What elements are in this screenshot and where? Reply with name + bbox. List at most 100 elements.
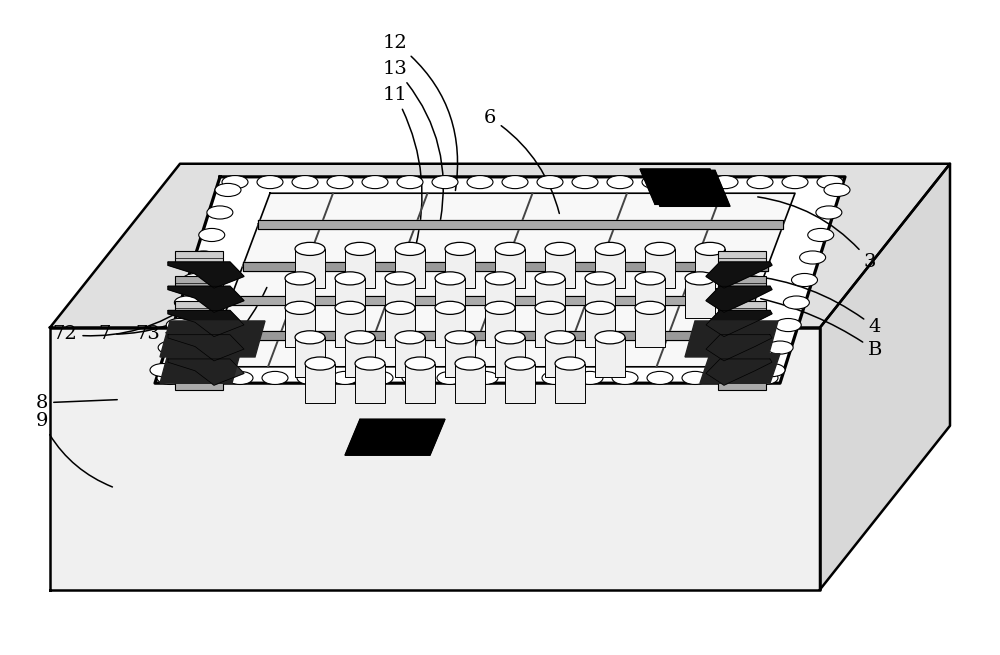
Polygon shape	[645, 170, 730, 206]
Bar	[295, 249, 325, 288]
Ellipse shape	[577, 371, 603, 384]
Text: 7: 7	[99, 309, 203, 343]
Bar	[485, 308, 515, 347]
Ellipse shape	[555, 357, 585, 370]
Bar	[455, 364, 485, 403]
Ellipse shape	[535, 272, 565, 285]
Bar	[345, 337, 375, 377]
Ellipse shape	[677, 176, 703, 189]
Ellipse shape	[545, 331, 575, 344]
Bar	[545, 249, 575, 288]
Bar	[385, 278, 415, 318]
Ellipse shape	[485, 301, 515, 314]
Ellipse shape	[545, 242, 575, 255]
Polygon shape	[345, 419, 445, 455]
Bar	[355, 364, 385, 403]
Polygon shape	[160, 321, 265, 357]
Ellipse shape	[191, 251, 217, 264]
Polygon shape	[706, 262, 772, 288]
Polygon shape	[258, 220, 783, 229]
Ellipse shape	[295, 242, 325, 255]
Bar	[718, 276, 766, 290]
Ellipse shape	[647, 371, 673, 384]
Polygon shape	[706, 286, 772, 312]
Polygon shape	[168, 359, 244, 385]
Ellipse shape	[292, 176, 318, 189]
Ellipse shape	[435, 301, 465, 314]
Text: 4: 4	[748, 275, 881, 337]
Ellipse shape	[345, 242, 375, 255]
Ellipse shape	[397, 176, 423, 189]
Polygon shape	[243, 261, 768, 271]
Polygon shape	[706, 359, 772, 385]
Bar	[175, 251, 223, 265]
Bar	[718, 375, 766, 390]
Bar	[635, 308, 665, 347]
Bar	[495, 249, 525, 288]
Ellipse shape	[535, 301, 565, 314]
Ellipse shape	[402, 371, 428, 384]
Bar	[545, 337, 575, 377]
Ellipse shape	[335, 272, 365, 285]
Ellipse shape	[437, 371, 463, 384]
Ellipse shape	[783, 296, 809, 309]
Ellipse shape	[782, 176, 808, 189]
Text: 72: 72	[53, 303, 193, 343]
Bar	[718, 301, 766, 315]
Bar	[435, 278, 465, 318]
Bar	[175, 326, 223, 340]
Ellipse shape	[395, 242, 425, 255]
Ellipse shape	[285, 272, 315, 285]
Text: B: B	[761, 299, 882, 360]
Text: 12: 12	[383, 33, 458, 191]
Bar	[535, 278, 565, 318]
Ellipse shape	[355, 357, 385, 370]
Ellipse shape	[767, 341, 793, 354]
Ellipse shape	[222, 176, 248, 189]
Ellipse shape	[824, 183, 850, 196]
Bar	[585, 278, 615, 318]
Bar	[485, 278, 515, 318]
Bar	[405, 364, 435, 403]
Bar	[175, 350, 223, 365]
Ellipse shape	[816, 206, 842, 219]
Ellipse shape	[607, 176, 633, 189]
Ellipse shape	[158, 341, 184, 354]
Ellipse shape	[495, 331, 525, 344]
Text: 73: 73	[136, 319, 217, 343]
Ellipse shape	[635, 272, 665, 285]
Bar	[435, 308, 465, 347]
Ellipse shape	[747, 176, 773, 189]
Bar	[645, 249, 675, 288]
Ellipse shape	[585, 301, 615, 314]
Ellipse shape	[262, 371, 288, 384]
Ellipse shape	[752, 371, 778, 384]
Ellipse shape	[174, 296, 200, 309]
Ellipse shape	[507, 371, 533, 384]
Bar	[295, 337, 325, 377]
Text: 6: 6	[484, 109, 559, 214]
Ellipse shape	[495, 242, 525, 255]
Ellipse shape	[332, 371, 358, 384]
Polygon shape	[217, 331, 742, 340]
Bar	[175, 375, 223, 390]
Polygon shape	[50, 328, 820, 590]
Polygon shape	[820, 164, 950, 590]
Polygon shape	[155, 177, 845, 383]
Ellipse shape	[682, 371, 708, 384]
Ellipse shape	[572, 176, 598, 189]
Ellipse shape	[305, 357, 335, 370]
Ellipse shape	[505, 357, 535, 370]
Polygon shape	[168, 335, 244, 361]
Ellipse shape	[635, 301, 665, 314]
Ellipse shape	[395, 331, 425, 344]
Text: 9: 9	[36, 411, 112, 487]
Ellipse shape	[685, 272, 715, 285]
Ellipse shape	[192, 371, 218, 384]
Bar	[445, 249, 475, 288]
Bar	[555, 364, 585, 403]
Bar	[445, 337, 475, 377]
Ellipse shape	[285, 301, 315, 314]
Polygon shape	[706, 335, 772, 361]
Ellipse shape	[335, 301, 365, 314]
